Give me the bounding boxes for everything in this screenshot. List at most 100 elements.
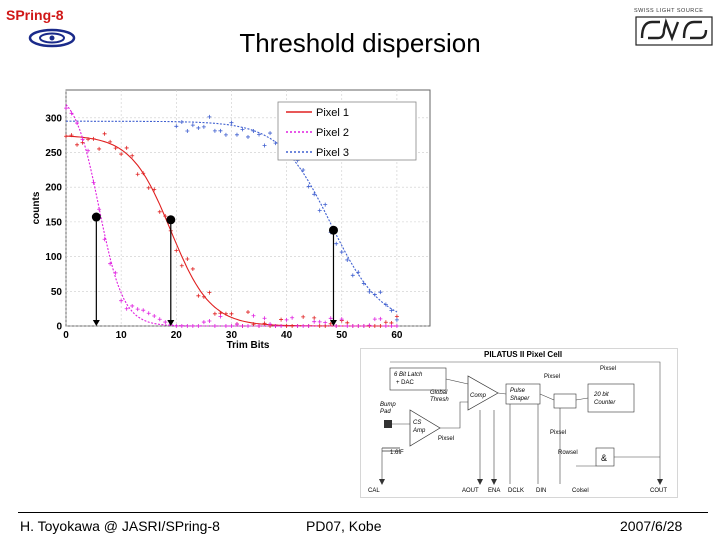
data-point-2 — [174, 324, 179, 328]
data-point-2 — [240, 324, 245, 328]
data-point-3 — [196, 125, 201, 130]
legend: Pixel 1 Pixel 2 Pixel 3 — [277, 101, 417, 161]
footer-date: 2007/6/28 — [620, 518, 683, 534]
data-point-2 — [295, 324, 300, 328]
pin-aout: AOUT — [462, 488, 479, 494]
legend-label-pixel-1: Pixel 1 — [316, 107, 349, 119]
data-point-2 — [218, 314, 223, 319]
data-point-3 — [378, 290, 383, 295]
data-point-1 — [179, 263, 184, 268]
x-tick-label: 20 — [171, 330, 183, 341]
bump-pad-square — [384, 420, 392, 428]
data-point-2 — [185, 324, 190, 328]
data-point-3 — [350, 273, 355, 278]
data-point-3 — [301, 167, 306, 172]
pixsel-label-2: Pixsel — [600, 366, 616, 372]
data-point-3 — [212, 128, 217, 133]
footer-event: PD07, Kobe — [306, 518, 382, 534]
threshold-dot-3 — [328, 225, 338, 235]
cs-label-2: Amp — [412, 428, 426, 434]
data-point-2 — [64, 106, 68, 111]
x-tick-label: 40 — [281, 330, 293, 341]
data-point-1 — [246, 310, 250, 315]
data-point-1 — [69, 133, 74, 138]
data-point-2 — [146, 311, 151, 316]
data-point-3 — [323, 202, 328, 207]
threshold-dot-2 — [166, 215, 176, 225]
counter-label-1: 20 bit — [593, 392, 609, 398]
data-point-2 — [372, 317, 377, 322]
data-point-1 — [130, 153, 135, 158]
data-point-2 — [207, 319, 212, 324]
threshold-dot-1 — [91, 212, 101, 222]
data-point-2 — [69, 111, 74, 116]
data-point-3 — [383, 302, 388, 307]
data-point-2 — [251, 313, 256, 318]
data-point-2 — [141, 308, 146, 313]
pixsel-label-3: Pixsel — [438, 436, 454, 442]
global-thresh-label-2: Thresh — [430, 397, 449, 403]
pin-ena: ENA — [488, 488, 500, 494]
data-point-2 — [135, 307, 140, 312]
data-point-2 — [378, 316, 383, 321]
data-point-1 — [157, 209, 162, 214]
y-tick-label: 200 — [45, 183, 62, 194]
capacitor-label: 1.6fF — [390, 450, 404, 456]
y-tick-label: 0 — [56, 322, 62, 333]
pixsel-label-1: Pixsel — [544, 374, 560, 380]
fit-curve-3 — [66, 120, 398, 313]
data-point-3 — [268, 131, 273, 136]
data-point-3 — [394, 317, 399, 322]
pin-din: DIN — [536, 488, 546, 494]
data-point-2 — [262, 316, 267, 321]
data-point-1 — [262, 321, 267, 326]
x-tick-label: 30 — [226, 330, 238, 341]
y-tick-label: 50 — [51, 287, 63, 298]
slide-title: Threshold dispersion — [239, 28, 481, 58]
data-point-1 — [223, 311, 228, 316]
y-tick-label: 250 — [45, 148, 62, 159]
data-point-2 — [367, 323, 372, 328]
data-point-2 — [212, 324, 217, 328]
data-point-2 — [345, 324, 350, 328]
capacitor-symbol — [382, 447, 400, 452]
spring8-logo-center — [49, 35, 55, 41]
data-point-2 — [328, 316, 333, 321]
data-point-2 — [339, 317, 344, 322]
data-point-3 — [201, 124, 206, 129]
data-point-1 — [251, 322, 256, 327]
data-point-1 — [91, 136, 96, 141]
data-point-3 — [367, 289, 372, 294]
data-point-1 — [163, 214, 168, 219]
data-point-2 — [113, 270, 118, 275]
data-point-1 — [75, 142, 80, 147]
data-point-1 — [152, 187, 157, 192]
y-axis-label: counts — [31, 191, 42, 224]
cs-label-1: CS — [413, 420, 421, 426]
data-point-1 — [108, 139, 113, 144]
data-point-2 — [152, 314, 157, 319]
data-point-1 — [141, 171, 146, 176]
diagram-title: PILATUS II Pixel Cell — [484, 350, 562, 359]
data-point-2 — [234, 322, 239, 327]
cs-amplifier — [409, 409, 441, 447]
marker-arrow-head-2 — [167, 320, 175, 326]
data-point-2 — [97, 207, 102, 212]
comp-label: Comp — [470, 393, 487, 399]
sls-logo: SWISS LIGHT SOURCE — [634, 8, 713, 46]
data-point-3 — [262, 143, 267, 148]
threshold-markers — [91, 212, 338, 326]
data-point-2 — [102, 237, 107, 242]
data-point-3 — [361, 281, 366, 286]
data-point-3 — [246, 134, 250, 139]
bump-pad-label-2: Pad — [380, 409, 391, 415]
data-point-2 — [119, 298, 124, 303]
data-point-1 — [97, 146, 102, 151]
data-point-2 — [124, 306, 129, 311]
data-point-2 — [361, 324, 366, 328]
data-point-2 — [223, 324, 228, 328]
data-point-1 — [113, 146, 118, 151]
spring8-logo-ring-inner — [39, 32, 65, 44]
data-point-2 — [306, 324, 311, 328]
footer-author: H. Toyokawa @ JASRI/SPring-8 — [20, 518, 220, 534]
